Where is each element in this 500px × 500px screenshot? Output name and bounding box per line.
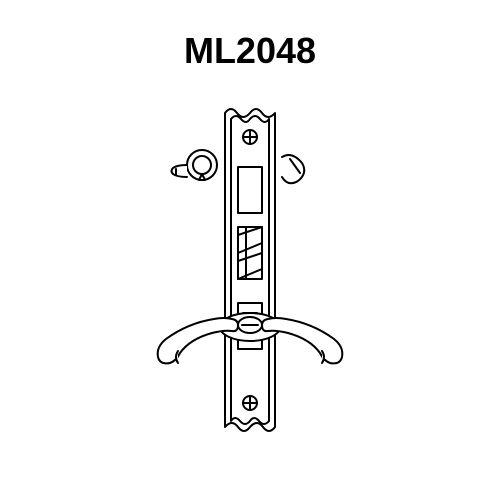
spindle-hub: [238, 317, 262, 333]
thumbturn-icon: [282, 155, 304, 183]
cylinder-icon: [172, 150, 218, 180]
top-screw-icon: [243, 130, 257, 144]
latch-opening: [238, 227, 262, 279]
deadbolt-opening: [238, 167, 262, 213]
faceplate-outer: [225, 109, 275, 431]
model-number: ML2048: [0, 30, 500, 72]
lock-diagram: [0, 95, 500, 475]
bottom-screw-icon: [243, 396, 257, 410]
faceplate-inner: [231, 116, 269, 424]
